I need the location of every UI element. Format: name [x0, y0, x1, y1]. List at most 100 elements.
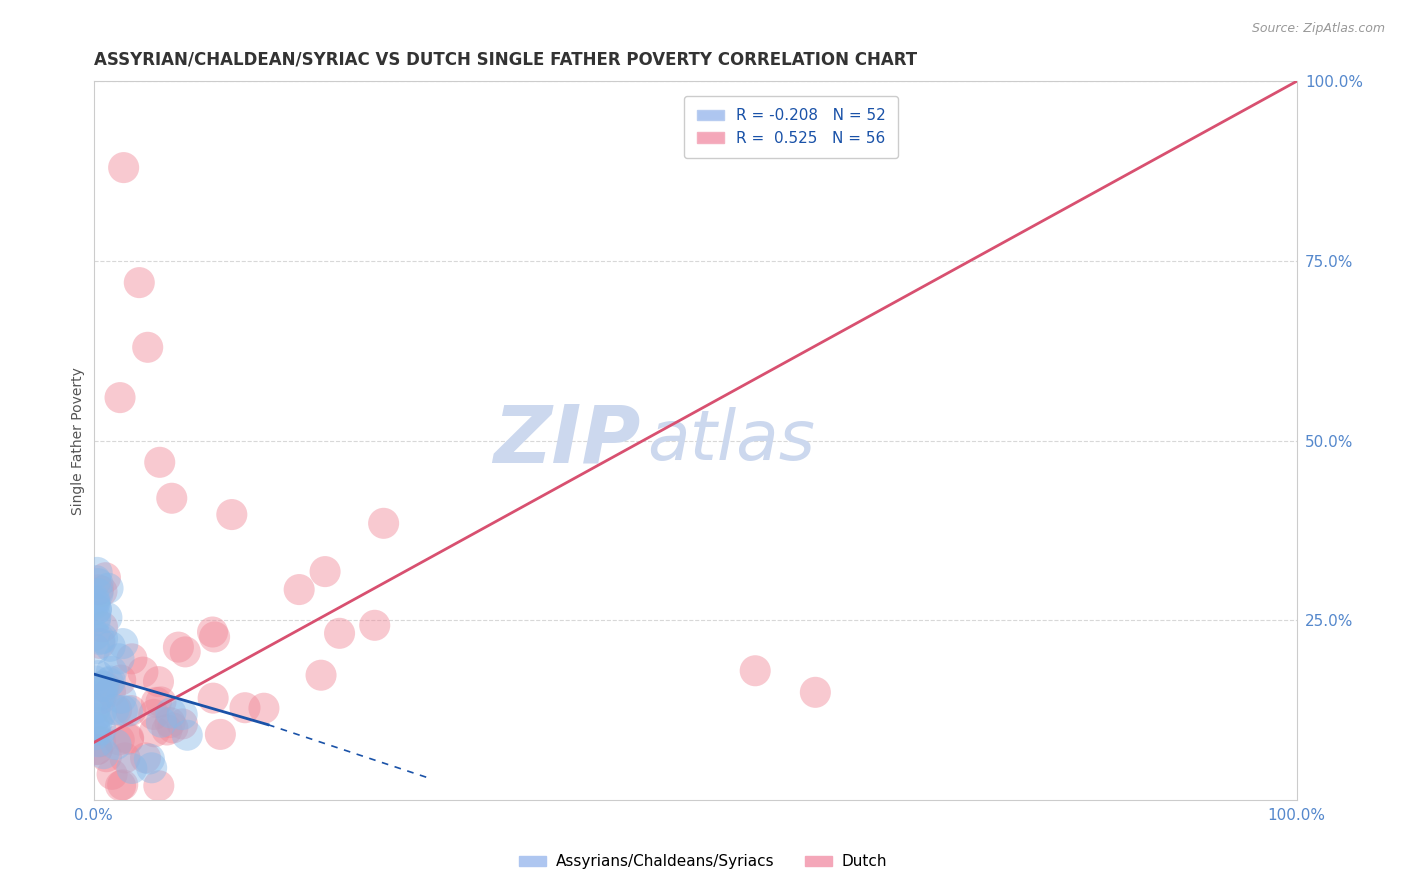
Point: [112, 161, 135, 175]
Point: [150, 715, 173, 730]
Point: [87, 587, 110, 601]
Text: Source: ZipAtlas.com: Source: ZipAtlas.com: [1251, 22, 1385, 36]
Point: [84, 602, 107, 616]
Legend: Assyrians/Chaldeans/Syriacs, Dutch: Assyrians/Chaldeans/Syriacs, Dutch: [513, 848, 893, 875]
Point: [108, 391, 131, 405]
Point: [97, 582, 120, 596]
Point: [202, 691, 225, 706]
Point: [83, 702, 105, 716]
Point: [84, 723, 107, 737]
Point: [162, 721, 184, 735]
Point: [314, 565, 336, 579]
Point: [83, 642, 105, 657]
Point: [117, 704, 139, 718]
Point: [110, 673, 132, 687]
Point: [83, 711, 105, 725]
Point: [288, 582, 311, 597]
Point: [86, 715, 108, 730]
Point: [121, 652, 143, 666]
Point: [143, 724, 166, 739]
Point: [90, 706, 112, 720]
Point: [111, 778, 134, 792]
Point: [148, 674, 170, 689]
Point: [121, 762, 143, 776]
Point: [135, 751, 157, 765]
Point: [120, 704, 142, 718]
Point: [91, 620, 114, 634]
Point: [93, 679, 115, 693]
Point: [89, 632, 111, 647]
Point: [100, 674, 122, 689]
Point: [108, 732, 131, 747]
Point: [176, 728, 198, 742]
Point: [83, 628, 105, 642]
Y-axis label: Single Father Poverty: Single Father Poverty: [72, 367, 86, 515]
Point: [100, 665, 122, 679]
Point: [136, 340, 159, 354]
Point: [84, 701, 107, 715]
Point: [89, 692, 111, 706]
Point: [91, 584, 114, 599]
Point: [172, 717, 194, 731]
Point: [91, 632, 114, 646]
Text: ZIP: ZIP: [494, 401, 641, 480]
Point: [83, 728, 105, 742]
Point: [117, 732, 139, 747]
Point: [111, 637, 134, 651]
Point: [209, 727, 232, 741]
Text: ASSYRIAN/CHALDEAN/SYRIAC VS DUTCH SINGLE FATHER POVERTY CORRELATION CHART: ASSYRIAN/CHALDEAN/SYRIAC VS DUTCH SINGLE…: [94, 51, 917, 69]
Point: [87, 734, 110, 748]
Point: [87, 668, 110, 682]
Point: [132, 665, 155, 679]
Point: [89, 636, 111, 650]
Point: [364, 618, 387, 632]
Point: [103, 702, 125, 716]
Point: [159, 715, 181, 730]
Point: [91, 687, 114, 701]
Point: [83, 597, 105, 611]
Point: [84, 610, 107, 624]
Point: [86, 742, 108, 756]
Point: [101, 767, 124, 781]
Point: [201, 625, 224, 640]
Point: [89, 689, 111, 703]
Point: [221, 508, 243, 522]
Point: [105, 738, 128, 752]
Point: [91, 680, 114, 694]
Point: [156, 723, 179, 737]
Point: [94, 571, 117, 585]
Text: atlas: atlas: [647, 408, 815, 475]
Point: [90, 723, 112, 737]
Point: [138, 752, 160, 766]
Point: [96, 749, 118, 764]
Point: [160, 706, 183, 720]
Point: [204, 630, 226, 644]
Legend: R = -0.208   N = 52, R =  0.525   N = 56: R = -0.208 N = 52, R = 0.525 N = 56: [685, 96, 898, 158]
Point: [83, 720, 105, 734]
Point: [174, 645, 197, 659]
Point: [309, 668, 332, 682]
Point: [744, 664, 766, 678]
Point: [148, 779, 170, 793]
Point: [84, 614, 107, 628]
Point: [83, 595, 105, 609]
Point: [87, 582, 110, 597]
Point: [145, 695, 167, 709]
Point: [804, 685, 827, 699]
Point: [100, 684, 122, 698]
Point: [118, 731, 141, 745]
Point: [93, 747, 115, 761]
Point: [110, 691, 132, 706]
Point: [96, 610, 118, 624]
Point: [83, 673, 105, 688]
Point: [329, 626, 352, 640]
Point: [83, 592, 105, 607]
Point: [108, 652, 131, 666]
Point: [86, 566, 108, 580]
Point: [141, 761, 163, 775]
Point: [233, 700, 256, 714]
Point: [373, 516, 395, 531]
Point: [149, 455, 172, 469]
Point: [105, 703, 128, 717]
Point: [110, 779, 132, 793]
